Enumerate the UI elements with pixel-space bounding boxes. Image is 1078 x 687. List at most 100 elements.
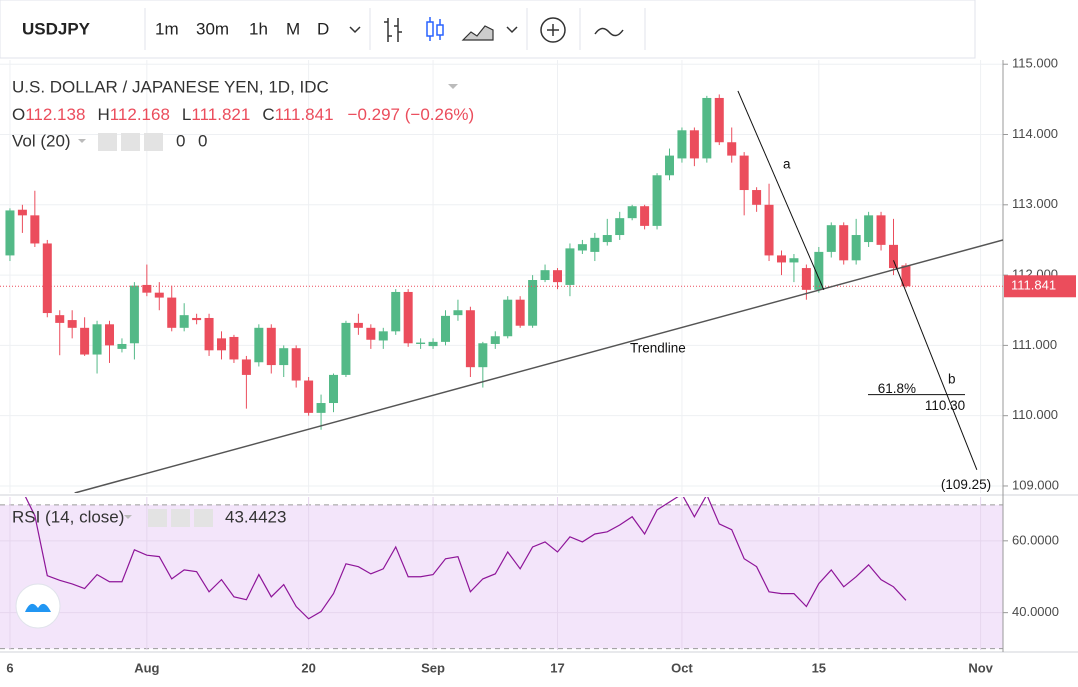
candle-body xyxy=(378,331,388,341)
candle-body xyxy=(664,155,674,176)
rsi-line xyxy=(24,497,907,620)
candle-body xyxy=(67,320,77,328)
indicator-buttons[interactable] xyxy=(98,133,163,151)
candle-body xyxy=(590,237,600,252)
candle-body xyxy=(117,343,127,349)
candle-body xyxy=(105,324,115,346)
candle-body xyxy=(80,327,90,355)
candle-body xyxy=(901,265,911,287)
area-icon[interactable] xyxy=(461,25,494,41)
candle-body xyxy=(341,322,351,375)
trend-line-label: b xyxy=(948,372,956,387)
bars-icon[interactable] xyxy=(384,18,402,42)
dropdown-icon[interactable] xyxy=(349,26,361,34)
candle-body xyxy=(316,403,326,413)
candle-body xyxy=(640,206,650,226)
trend-line xyxy=(737,90,825,291)
fib-label: 110.30 xyxy=(925,398,965,413)
candle-body xyxy=(453,310,463,316)
trend-line xyxy=(74,239,1003,493)
y-tick-label: 110.000 xyxy=(1012,407,1058,422)
dropdown-icon xyxy=(78,139,86,143)
candle-body xyxy=(876,215,886,245)
interval[interactable]: 1h xyxy=(249,19,268,38)
rsi-value: 43.4423 xyxy=(225,507,286,526)
candle-body xyxy=(814,251,824,290)
trend-line-label: a xyxy=(783,157,791,172)
y-tick-label: 60.0000 xyxy=(1012,532,1059,547)
y-tick-label: 40.0000 xyxy=(1012,604,1059,619)
x-tick-label: Oct xyxy=(671,660,693,675)
add-indicator-icon[interactable] xyxy=(540,17,566,43)
candle-body xyxy=(602,235,612,243)
compare-icon[interactable] xyxy=(594,27,624,37)
dropdown-icon[interactable] xyxy=(448,84,458,89)
interval[interactable]: 30m xyxy=(196,19,229,38)
volume-legend: Vol (20) xyxy=(12,131,71,150)
logo[interactable] xyxy=(15,583,61,629)
x-tick-label: Sep xyxy=(421,660,445,675)
candle-body xyxy=(192,317,202,321)
candle-body xyxy=(428,341,438,347)
candle-body xyxy=(540,270,550,281)
candle-body xyxy=(17,209,27,216)
candle-body xyxy=(42,243,52,314)
y-tick-label: 111.000 xyxy=(1012,337,1057,352)
candle-body xyxy=(839,225,849,261)
candle-body xyxy=(503,299,513,337)
candle-body xyxy=(441,315,451,342)
symbol[interactable]: USDJPY xyxy=(22,19,91,38)
candle-body xyxy=(627,206,637,219)
candle-body xyxy=(478,343,488,368)
candle-body xyxy=(304,380,314,413)
fib-name: 61.8% xyxy=(878,381,916,396)
interval[interactable]: M xyxy=(286,19,300,38)
candle-body xyxy=(266,327,276,366)
candle-body xyxy=(528,280,538,326)
last-price-box xyxy=(1004,275,1076,298)
candle-body xyxy=(229,336,239,360)
ohlc-legend: O112.138 H112.168 L111.821 C111.841 −0.297 (… xyxy=(12,105,474,124)
candle-body xyxy=(490,336,500,344)
candle-body xyxy=(727,142,737,156)
candle-body xyxy=(565,248,575,285)
candle-body xyxy=(515,299,525,326)
x-tick-label: Nov xyxy=(968,660,993,675)
candle-body xyxy=(752,190,762,205)
chart-title: U.S. DOLLAR / JAPANESE YEN, 1D, IDC xyxy=(12,77,329,96)
dropdown-icon[interactable] xyxy=(506,26,518,34)
candle-body xyxy=(577,244,587,251)
x-tick-label: 17 xyxy=(550,660,564,675)
candle-body xyxy=(142,284,152,293)
candle-body xyxy=(167,297,177,328)
indicator-buttons[interactable] xyxy=(148,509,213,527)
candle-body xyxy=(416,342,426,344)
candle-body xyxy=(329,374,339,404)
candles-icon[interactable] xyxy=(426,17,444,41)
candle-body xyxy=(888,244,898,269)
candle-body xyxy=(204,317,214,351)
candle-body xyxy=(851,235,861,261)
candle-body xyxy=(241,359,251,375)
candle-body xyxy=(801,268,811,290)
candle-body xyxy=(739,155,749,191)
candle-body xyxy=(92,324,102,355)
candle-body xyxy=(714,97,724,143)
y-tick-label: 115.000 xyxy=(1012,56,1058,71)
x-tick-label: 20 xyxy=(301,660,315,675)
y-tick-label: 114.000 xyxy=(1012,126,1058,141)
x-tick-label: 6 xyxy=(6,660,13,675)
candle-body xyxy=(30,215,40,244)
candle-body xyxy=(702,97,712,159)
interval[interactable]: D xyxy=(317,19,329,38)
y-tick-label: 113.000 xyxy=(1012,196,1058,211)
candle-body xyxy=(689,130,699,159)
candle-body xyxy=(677,130,687,159)
interval[interactable]: 1m xyxy=(155,19,179,38)
candle-body xyxy=(403,291,413,344)
candle-body xyxy=(154,292,164,298)
candle-body xyxy=(217,338,227,351)
candle-body xyxy=(5,210,15,256)
last-price-label: 111.841 xyxy=(1011,278,1056,293)
candle-body xyxy=(789,258,799,263)
